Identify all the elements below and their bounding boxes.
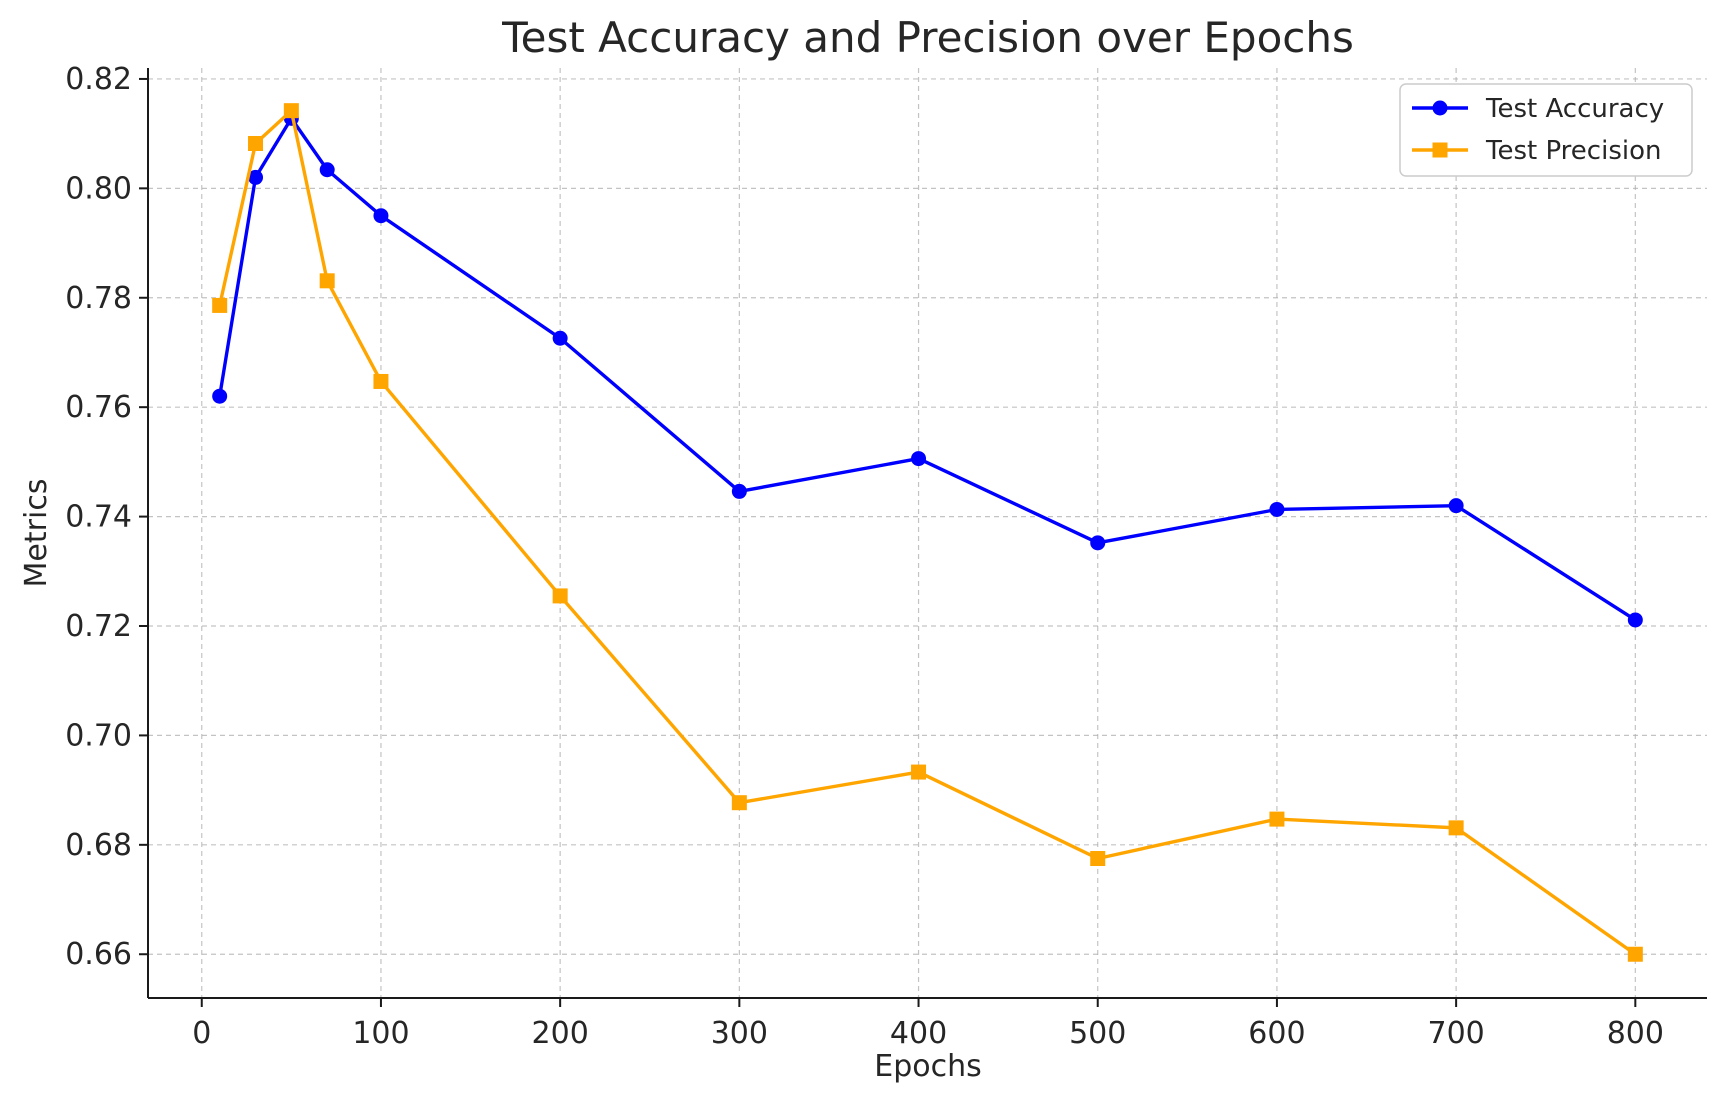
y-tick-label: 0.68	[65, 828, 132, 863]
y-tick-label: 0.82	[65, 62, 132, 97]
y-tick-label: 0.80	[65, 171, 132, 206]
x-axis-title: Epochs	[874, 1049, 982, 1084]
data-point	[373, 373, 389, 389]
legend-label: Test Precision	[1485, 136, 1661, 166]
legend-entries: Test Accuracy Test Precision	[1412, 94, 1664, 166]
x-tick-label: 500	[1069, 1016, 1126, 1051]
data-point	[373, 208, 389, 224]
grid	[148, 68, 1707, 998]
data-point	[248, 135, 264, 151]
x-tick-label: 600	[1248, 1016, 1305, 1051]
data-point	[1448, 498, 1464, 514]
x-tick-label: 100	[352, 1016, 409, 1051]
data-point	[911, 451, 927, 467]
y-tick-label: 0.72	[65, 609, 132, 644]
y-tick-label: 0.74	[65, 500, 132, 535]
series-test-accuracy	[212, 110, 1643, 628]
data-point	[319, 162, 335, 178]
data-point	[552, 330, 568, 346]
x-tick-label: 200	[532, 1016, 589, 1051]
data-point	[1448, 820, 1464, 836]
y-tick-label: 0.76	[65, 390, 132, 425]
series-test-precision	[212, 103, 1643, 962]
x-tick-label: 300	[711, 1016, 768, 1051]
series	[212, 103, 1643, 962]
data-point	[283, 103, 299, 119]
x-tick-label: 400	[890, 1016, 947, 1051]
data-point	[1090, 851, 1106, 866]
data-point	[212, 297, 228, 313]
data-point	[911, 764, 927, 780]
data-point	[1627, 946, 1643, 962]
legend-entry: Test Precision	[1412, 136, 1661, 166]
legend-label: Test Accuracy	[1485, 94, 1664, 124]
data-point	[1090, 535, 1106, 551]
data-point	[319, 273, 335, 289]
data-point	[212, 388, 228, 404]
y-axis-title: Metrics	[19, 479, 54, 588]
x-tick-label: 700	[1427, 1016, 1484, 1051]
x-ticks: 0 100 200 300 400 500 600 700 800	[192, 998, 1664, 1051]
legend-marker	[1432, 142, 1448, 158]
x-tick-label: 0	[192, 1016, 211, 1051]
legend-marker	[1432, 100, 1448, 116]
x-tick-label: 800	[1607, 1016, 1664, 1051]
axes	[147, 68, 1707, 999]
chart-title: Test Accuracy and Precision over Epochs	[501, 13, 1354, 62]
y-tick-label: 0.78	[65, 281, 132, 316]
data-point	[248, 169, 264, 185]
y-ticks: 0.66 0.68 0.70 0.72 0.74 0.76 0.78 0.80 0.82	[65, 62, 148, 972]
data-point	[1627, 612, 1643, 628]
legend-entry: Test Accuracy	[1412, 94, 1664, 124]
y-tick-label: 0.66	[65, 937, 132, 972]
legend-box	[1399, 83, 1693, 177]
legend: Test Accuracy Test Precision	[1399, 83, 1693, 177]
y-tick-label: 0.70	[65, 718, 132, 753]
data-point	[1269, 811, 1285, 827]
series-line	[217, 108, 1638, 956]
data-point	[552, 588, 568, 604]
series-line	[217, 116, 1638, 622]
data-point	[1269, 501, 1285, 517]
data-point	[731, 795, 747, 811]
data-point	[731, 483, 747, 499]
